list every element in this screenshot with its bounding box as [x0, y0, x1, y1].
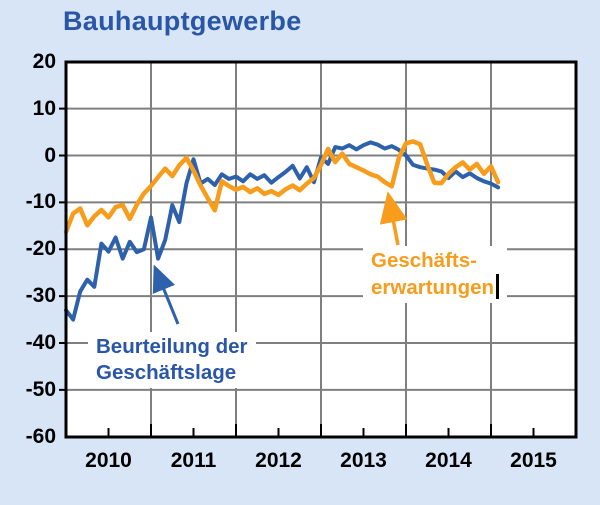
plot-border [64, 60, 578, 439]
x-axis-label: 2011 [170, 449, 217, 472]
x-axis-label: 2012 [255, 449, 302, 472]
annotation-geschaeftslage-line1: Beurteilung der [96, 335, 248, 358]
y-axis-label: -50 [25, 377, 56, 401]
series-line-geschaeftslage [64, 140, 501, 322]
y-axis-label: -20 [25, 237, 56, 261]
series-line-geschaeftserwartungen [63, 139, 501, 235]
x-axis-label: 2010 [85, 449, 132, 472]
annotation-geschaeftslage-line2: Geschäftslage [96, 361, 237, 384]
x-axis-label: 2014 [425, 449, 472, 472]
y-axis-label: -60 [25, 424, 56, 448]
annotation-geschaeftslage[interactable]: Beurteilung der Geschäftslage [88, 332, 256, 388]
y-axis-label: 10 [32, 96, 56, 120]
annotation-geschaeftserwartungen-line2: erwartungen [371, 276, 495, 299]
chart-title: Bauhauptgewerbe [63, 6, 302, 36]
annotation-arrow-blue [152, 264, 180, 325]
y-axis-label: 0 [44, 143, 56, 167]
annotation-geschaeftserwartungen-line1: Geschäfts- [371, 249, 477, 272]
x-axis-label: 2013 [340, 449, 387, 472]
y-axis-label: -30 [25, 284, 56, 308]
x-axis-label: 2015 [510, 449, 557, 472]
y-axis-label: -40 [25, 331, 56, 354]
axis-ticks [59, 107, 535, 436]
annotation-arrow-orange [379, 191, 408, 246]
y-axis-label: 20 [32, 49, 56, 73]
annotation-geschaeftserwartungen[interactable]: Geschäfts- erwartungen [363, 246, 508, 303]
y-axis-label: -10 [25, 190, 56, 214]
text-cursor [496, 274, 500, 299]
